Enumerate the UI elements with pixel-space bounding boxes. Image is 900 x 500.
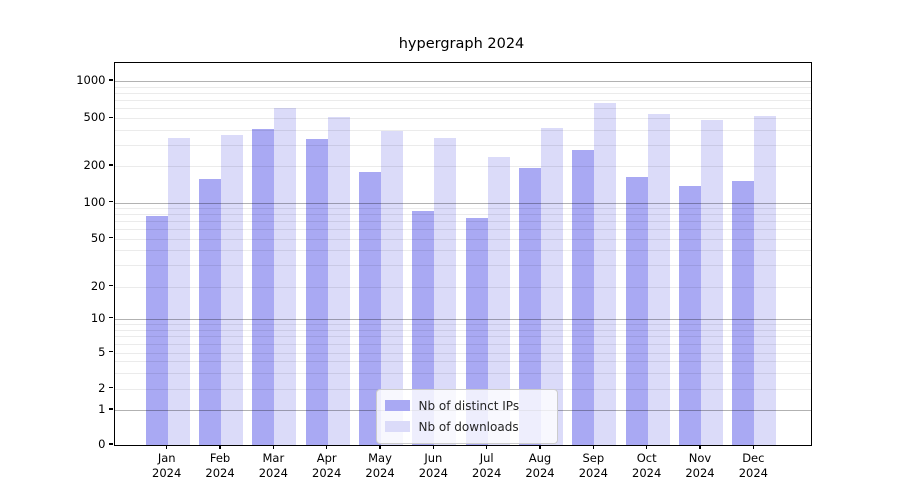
y-tick-mark [109, 408, 113, 410]
bar-downloads [274, 108, 297, 445]
x-tick-label: Aug 2024 [525, 451, 555, 480]
bar-distinct-ips [625, 176, 648, 445]
x-tick-label: Dec 2024 [738, 451, 768, 480]
bar-distinct-ips [679, 186, 701, 445]
x-tick-mark [432, 445, 434, 450]
y-tick-label: 1 [98, 402, 106, 416]
y-tick-label: 200 [83, 158, 106, 172]
y-tick-mark [109, 443, 113, 445]
gridline-minor [114, 93, 811, 94]
bar-downloads [647, 114, 670, 445]
bar-distinct-ips [252, 129, 275, 445]
bar-distinct-ips [145, 215, 168, 445]
x-tick-mark [166, 445, 168, 450]
plot-area: Nb of distinct IPs Nb of downloads [113, 62, 812, 446]
x-tick-mark [752, 445, 754, 450]
y-tick-label: 100 [83, 194, 106, 209]
x-tick-mark [699, 445, 701, 450]
bar-downloads [434, 137, 457, 445]
y-tick-mark [109, 387, 113, 389]
y-tick-mark [109, 116, 113, 118]
x-tick-label: Mar 2024 [258, 451, 288, 480]
bar-downloads [327, 117, 350, 445]
bar-distinct-ips [359, 172, 382, 445]
x-tick-mark [539, 445, 541, 450]
bar-downloads [541, 127, 563, 445]
y-tick-label: 2 [98, 380, 106, 395]
legend-entry: Nb of distinct IPs [384, 395, 547, 416]
x-tick-label: Apr 2024 [312, 451, 342, 480]
y-tick-mark [109, 350, 113, 353]
legend-swatch-downloads [384, 421, 410, 432]
bar-downloads [701, 120, 723, 445]
y-tick-label: 5 [98, 344, 106, 359]
chart-title: hypergraph 2024 [398, 36, 525, 52]
legend: Nb of distinct IPs Nb of downloads [375, 389, 558, 444]
x-tick-label: Jan 2024 [152, 451, 182, 480]
y-tick-label: 10 [90, 310, 106, 325]
bar-distinct-ips [519, 167, 541, 445]
legend-label: Nb of distinct IPs [418, 398, 520, 413]
x-tick-mark [646, 445, 648, 450]
y-tick-label: 1000 [76, 73, 106, 87]
x-tick-mark [219, 445, 221, 450]
x-tick-label: Jun 2024 [418, 451, 448, 480]
y-tick-mark [109, 164, 113, 166]
legend-label: Nb of downloads [418, 419, 519, 434]
y-tick-mark [109, 201, 113, 203]
gridline-minor [114, 108, 811, 110]
bar-downloads [594, 102, 617, 445]
x-tick-label: Sep 2024 [578, 451, 608, 480]
x-tick-label: May 2024 [365, 451, 395, 480]
y-tick-label: 50 [90, 230, 106, 245]
bar-distinct-ips [412, 210, 435, 445]
bar-distinct-ips [305, 139, 328, 445]
bar-distinct-ips [465, 218, 488, 445]
x-tick-label: Jul 2024 [472, 451, 502, 480]
x-tick-mark [379, 445, 381, 450]
legend-entry: Nb of downloads [384, 416, 547, 437]
bar-downloads [381, 131, 404, 445]
x-tick-label: Feb 2024 [205, 451, 235, 480]
bar-distinct-ips [199, 179, 222, 445]
gridline-minor [114, 86, 811, 88]
x-tick-mark [486, 445, 488, 450]
x-tick-mark [272, 445, 274, 450]
x-tick-label: Oct 2024 [632, 451, 662, 480]
y-tick-mark [109, 79, 113, 81]
bar-downloads [167, 137, 190, 445]
y-tick-mark [109, 317, 113, 319]
y-tick-mark [109, 237, 113, 239]
y-tick-label: 20 [90, 278, 106, 293]
x-tick-mark [326, 445, 328, 450]
gridline-minor [114, 118, 811, 120]
bar-distinct-ips [732, 180, 755, 445]
x-tick-mark [592, 445, 594, 450]
bar-distinct-ips [572, 150, 595, 445]
bar-downloads [754, 115, 777, 445]
legend-swatch-distinct-ips [384, 400, 410, 411]
y-tick-label: 0 [98, 437, 106, 451]
x-tick-label: Nov 2024 [685, 451, 715, 480]
bar-downloads [221, 134, 244, 445]
gridline-major [114, 81, 811, 82]
gridline-minor [114, 100, 811, 102]
bar-downloads [487, 156, 510, 445]
y-tick-label: 500 [83, 110, 106, 125]
y-tick-mark [109, 285, 113, 287]
